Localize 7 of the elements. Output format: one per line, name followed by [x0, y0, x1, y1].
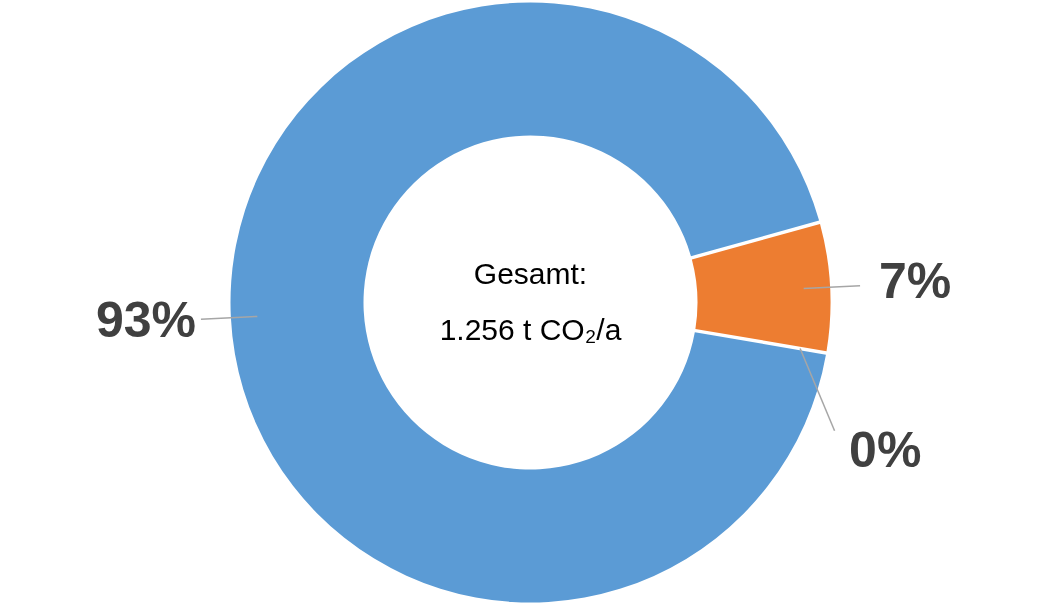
- text: Gesamt:: [473, 256, 588, 290]
- data-label: 93%: [95, 292, 197, 349]
- text: 1.256 t CO₂/a: [439, 312, 622, 346]
- data-label: 7%: [878, 252, 952, 309]
- donut-slice: [230, 2, 826, 603]
- text: 0%: [849, 422, 922, 479]
- donut-slice: [691, 223, 831, 352]
